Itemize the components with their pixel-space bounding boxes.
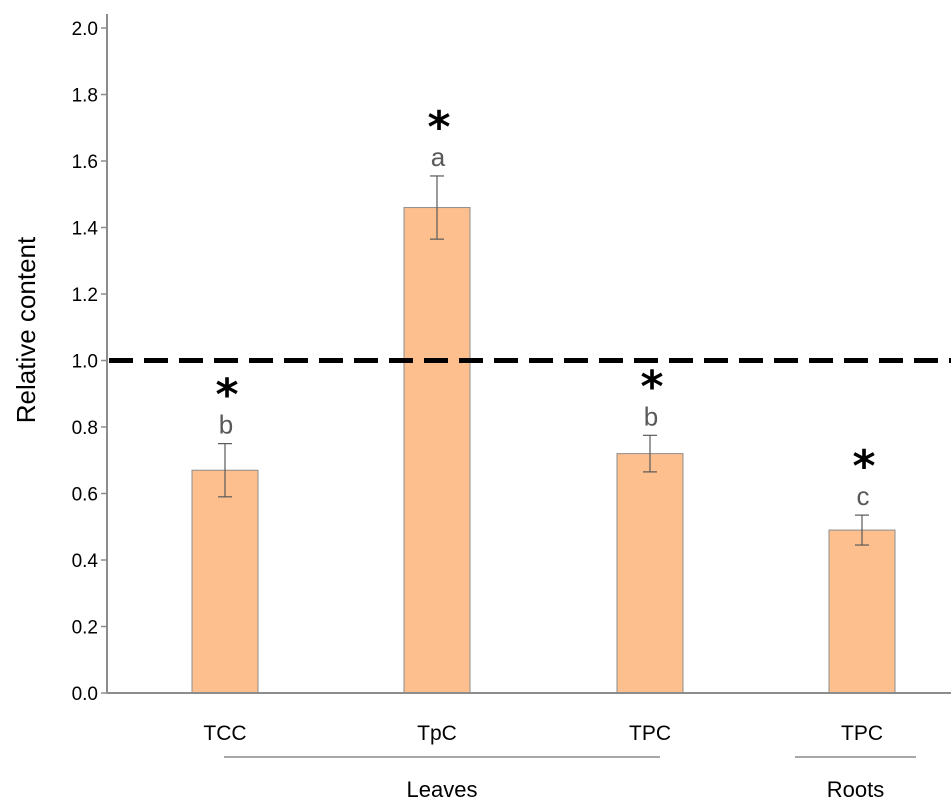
bars: b*a*b*c* (191, 102, 896, 694)
significance-star: * (852, 441, 875, 492)
bar (403, 207, 471, 694)
significance-star: * (427, 102, 450, 153)
y-tick-label: 0.6 (72, 485, 98, 506)
y-axis: 0.0 0.2 0.4 0.6 0.8 1.0 1.2 1.4 1.6 1.8 2.0 (72, 14, 108, 705)
y-tick-label: 1.6 (72, 152, 98, 173)
x-category-label: TPC (629, 722, 671, 745)
x-axis: TCC TpC TPC TPC Leaves Roots (107, 692, 951, 802)
bar (191, 469, 259, 694)
significance-letter: c (857, 481, 870, 511)
significance-letter: b (219, 410, 233, 440)
y-tick-label: 0.4 (72, 551, 99, 572)
y-tick-label: 0.8 (72, 418, 98, 439)
y-tick-label: 1.0 (72, 352, 98, 373)
significance-star: * (215, 370, 238, 421)
y-tick-label: 1.8 (72, 86, 98, 107)
x-category-label: TCC (203, 722, 246, 745)
y-tick-label: 0.0 (72, 684, 98, 705)
y-tick-label: 0.2 (72, 618, 98, 639)
bar (616, 453, 684, 694)
significance-letter: a (431, 142, 446, 172)
x-category-label: TpC (417, 722, 457, 745)
group-label: Leaves (407, 777, 478, 802)
y-tick-label: 1.4 (72, 219, 99, 240)
significance-star: * (640, 361, 663, 412)
x-category-label: TPC (841, 722, 883, 745)
y-axis-label: Relative content (11, 236, 41, 423)
group-label: Roots (827, 777, 884, 802)
bar (828, 529, 896, 694)
y-tick-label: 1.2 (72, 285, 98, 306)
significance-letter: b (644, 401, 658, 431)
y-tick-label: 2.0 (72, 19, 98, 40)
